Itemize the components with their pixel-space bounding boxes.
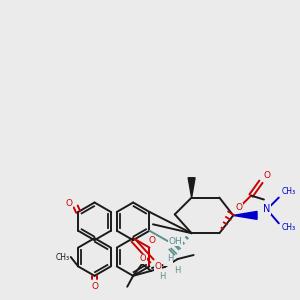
Text: N: N <box>263 204 271 214</box>
Text: O: O <box>140 254 146 263</box>
Text: O: O <box>154 262 161 272</box>
Text: CH₃: CH₃ <box>282 187 296 196</box>
Text: O: O <box>263 171 270 180</box>
Text: O: O <box>65 199 72 208</box>
Polygon shape <box>188 178 195 198</box>
Text: OH: OH <box>169 237 183 246</box>
Text: O: O <box>236 203 243 212</box>
Text: H: H <box>167 254 173 263</box>
Text: H: H <box>175 266 181 275</box>
Polygon shape <box>233 212 257 219</box>
Text: H: H <box>159 272 165 281</box>
Text: H: H <box>165 256 171 266</box>
Text: O: O <box>91 282 98 291</box>
Text: CH₃: CH₃ <box>282 223 296 232</box>
Text: CH₃: CH₃ <box>56 253 70 262</box>
Text: O: O <box>148 236 155 245</box>
